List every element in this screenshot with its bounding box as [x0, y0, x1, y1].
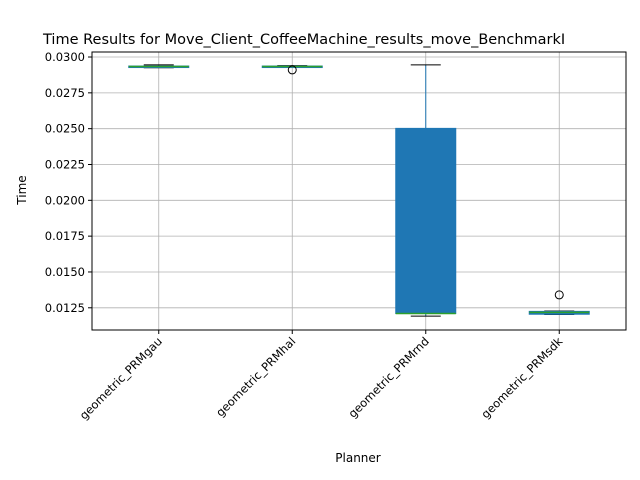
grid-lines: [92, 52, 626, 330]
chart-title: Time Results for Move_Client_CoffeeMachi…: [42, 32, 565, 48]
box-2: [261, 65, 323, 75]
outlier-point: [287, 65, 297, 75]
x-tick-label: geometric_PRMhal: [213, 334, 298, 419]
y-axis-label: Time: [15, 175, 29, 205]
outlier-point: [554, 290, 564, 300]
y-tick-label: 0.0250: [45, 122, 85, 136]
y-axis-ticks: 0.0125 0.0150 0.0175 0.0200 0.0225 0.0250 0.02…: [45, 50, 92, 315]
y-tick-label: 0.0200: [45, 193, 85, 207]
x-tick-label: geometric_PRMgau: [77, 334, 165, 422]
x-axis-ticks: geometric_PRMgau geometric_PRMhal geometri…: [77, 330, 566, 422]
box-3: [395, 64, 457, 317]
box-1: [128, 64, 190, 69]
y-tick-label: 0.0225: [45, 157, 85, 171]
y-tick-label: 0.0125: [45, 301, 85, 315]
y-tick-label: 0.0150: [45, 265, 85, 279]
y-tick-label: 0.0275: [45, 86, 85, 100]
x-tick-label: geometric_PRMsdk: [478, 334, 565, 421]
box-plot-series: [128, 64, 590, 317]
y-tick-label: 0.0175: [45, 229, 85, 243]
box-4: [528, 290, 590, 316]
y-tick-label: 0.0300: [45, 50, 85, 64]
box-body: [395, 127, 457, 315]
plot-frame: [91, 51, 627, 331]
x-axis-label: Planner: [335, 451, 381, 465]
x-tick-label: geometric_PRMrnd: [345, 334, 431, 420]
